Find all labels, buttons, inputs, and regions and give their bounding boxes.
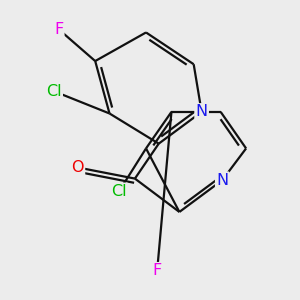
Text: Cl: Cl [46,84,62,99]
Text: N: N [196,104,208,119]
Text: F: F [152,263,162,278]
Text: N: N [216,173,228,188]
Text: F: F [54,22,63,37]
Text: O: O [71,160,84,175]
Text: Cl: Cl [111,184,127,199]
